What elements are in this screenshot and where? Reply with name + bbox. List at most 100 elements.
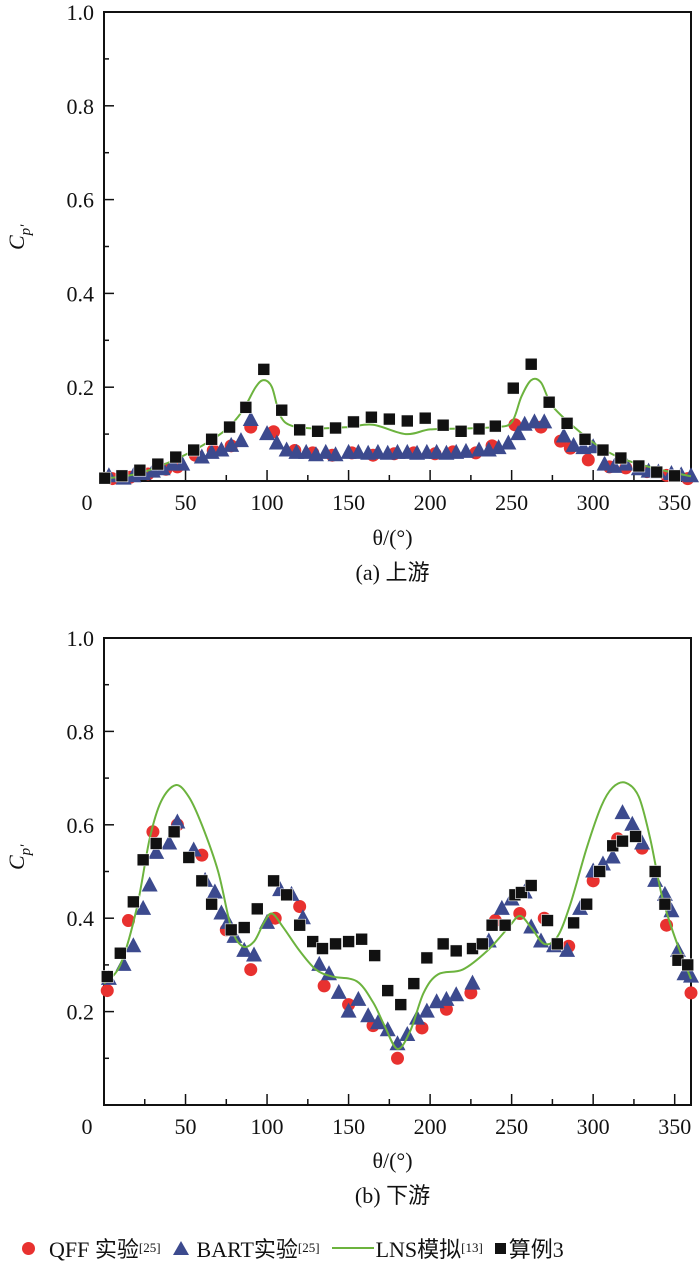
data-point-case3 — [668, 469, 681, 483]
data-point-case3 — [383, 412, 396, 426]
y-tick-label: 0.2 — [67, 1000, 95, 1025]
data-point-case3 — [394, 998, 408, 1011]
data-point-case3 — [472, 422, 486, 436]
data-point-case3 — [347, 415, 360, 429]
y-axis-title: Cp' — [4, 224, 34, 250]
y-tick-label: 0.6 — [67, 813, 95, 838]
series-square — [100, 825, 695, 1011]
data-point-case3 — [293, 918, 306, 932]
data-point-bart — [236, 941, 253, 957]
data-point-case3 — [127, 895, 140, 909]
data-point-case3 — [400, 414, 414, 428]
data-point-case3 — [311, 424, 324, 438]
x-tick-label: 350 — [658, 1114, 691, 1139]
data-point-bart — [656, 885, 673, 901]
panel-caption: (a) 上游 — [356, 560, 430, 585]
data-point-case3 — [136, 853, 150, 867]
data-point-bart — [330, 983, 347, 999]
data-point-bart — [683, 967, 699, 983]
data-point-bart — [278, 441, 295, 457]
data-point-case3 — [449, 944, 463, 958]
data-point-bart — [246, 946, 263, 962]
data-point-case3 — [329, 937, 342, 951]
data-point-bart — [683, 467, 699, 483]
data-point-case3 — [616, 834, 629, 848]
data-point-case3 — [418, 411, 432, 425]
data-point-bart — [379, 1021, 396, 1037]
data-point-case3 — [524, 357, 538, 371]
data-point-bart — [213, 904, 230, 920]
data-point-bart — [624, 815, 641, 831]
legend-ref-lns: [13] — [461, 1240, 483, 1255]
circle-marker-icon — [22, 1241, 35, 1255]
data-point-bart — [559, 941, 576, 957]
data-point-case3 — [578, 432, 592, 446]
x-tick-label: 150 — [332, 1114, 365, 1139]
data-point-case3 — [167, 825, 181, 839]
data-point-bart — [457, 442, 474, 458]
data-point-qff — [100, 984, 114, 998]
y-tick-label: 0.8 — [67, 94, 95, 119]
legend-item-qff: QFF 实验 [25] — [0, 1232, 161, 1264]
legend-label-qff: QFF 实验 — [49, 1237, 139, 1262]
data-point-case3 — [485, 918, 499, 932]
data-point-qff — [415, 1021, 429, 1035]
data-point-bart — [565, 436, 582, 452]
data-point-case3 — [475, 937, 489, 951]
data-point-bart — [169, 813, 186, 829]
data-point-case3 — [658, 897, 672, 911]
data-point-bart — [298, 443, 315, 459]
data-point-case3 — [629, 830, 642, 843]
y-tick-label: 0.8 — [67, 719, 95, 744]
data-point-case3 — [280, 888, 293, 902]
data-point-bart — [125, 937, 142, 953]
data-point-case3 — [205, 432, 218, 446]
data-point-bart — [369, 1014, 386, 1030]
data-point-bart — [438, 990, 455, 1006]
plot-frame — [103, 11, 692, 482]
x-tick-label: 300 — [577, 1114, 610, 1139]
data-point-bart — [135, 899, 152, 915]
line-marker-icon — [331, 1247, 374, 1249]
data-point-case3 — [524, 879, 538, 892]
series-triangle — [100, 411, 699, 485]
legend-item-case3: 算例3 — [494, 1232, 564, 1264]
data-point-case3 — [306, 935, 320, 948]
data-point-bart — [340, 1002, 357, 1018]
x-axis-title: θ/(°) — [372, 1148, 412, 1173]
data-point-case3 — [149, 837, 163, 850]
triangle-marker-icon — [172, 1241, 189, 1255]
legend-label-lns: LNS模拟 — [375, 1237, 462, 1262]
data-point-case3 — [365, 410, 378, 424]
data-point-case3 — [98, 471, 112, 485]
data-point-case3 — [355, 932, 368, 946]
legend-label-bart: BART实验 — [196, 1237, 298, 1262]
data-point-case3 — [596, 443, 610, 457]
data-point-bart — [232, 432, 249, 448]
data-point-case3 — [541, 914, 554, 927]
chart-panel-a: 0 50 100 150 200 250 300 350 0.2 0.4 0.6 0.8 1.0 θ/(°… — [4, 0, 699, 585]
data-point-case3 — [293, 423, 306, 437]
panel-caption: (b) 下游 — [355, 1183, 430, 1208]
data-point-case3 — [205, 897, 218, 911]
data-point-bart — [669, 941, 686, 957]
data-point-case3 — [250, 902, 264, 916]
data-point-case3 — [436, 937, 450, 951]
x-tick-label: 350 — [658, 490, 691, 515]
data-point-bart — [464, 974, 481, 990]
data-point-case3 — [550, 937, 564, 951]
data-point-case3 — [593, 865, 606, 878]
data-point-bart — [311, 955, 328, 971]
data-point-bart — [634, 834, 651, 850]
data-point-bart — [555, 427, 572, 443]
data-point-bart — [213, 441, 230, 457]
x-axis-title: θ/(°) — [372, 525, 412, 550]
data-point-bart — [606, 457, 623, 473]
legend-label-case3: 算例3 — [508, 1237, 564, 1262]
data-point-bart — [259, 425, 276, 441]
y-tick-label: 1.0 — [67, 626, 95, 651]
data-point-case3 — [239, 401, 253, 414]
series-line — [103, 781, 692, 1050]
data-point-case3 — [342, 935, 355, 948]
data-point-bart — [360, 1007, 377, 1023]
